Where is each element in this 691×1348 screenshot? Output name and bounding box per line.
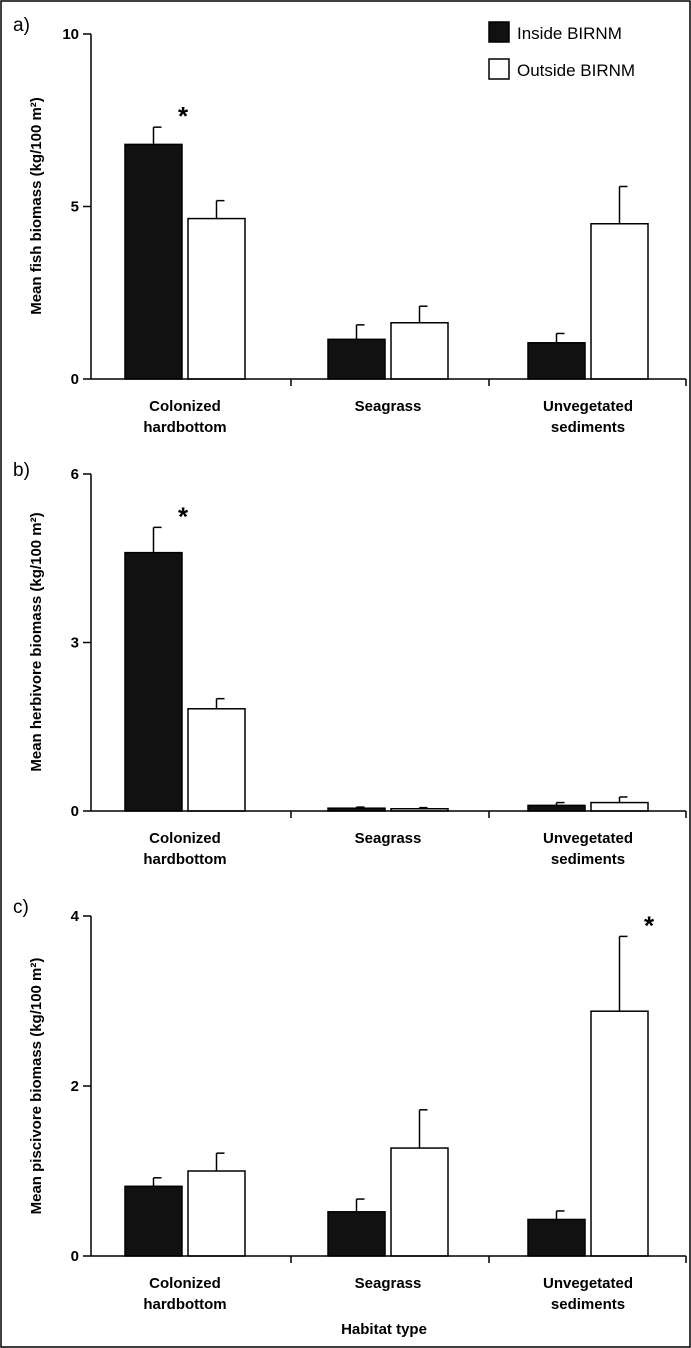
category-label: Seagrass [355,398,422,415]
bar-inside [527,1218,586,1257]
y-tick-label: 5 [71,199,79,216]
category-label: hardbottom [143,851,226,868]
significance-marker: * [178,101,189,131]
panels: a) Mean fish biomass (kg/100 m²) * 0 5 10 Colo… [13,15,687,1313]
legend-swatch-outside [488,58,510,80]
y-tick-label: 10 [62,26,79,43]
x-axis-title: Habitat type [341,1321,427,1338]
bar-outside [187,708,246,812]
category-label: Seagrass [355,830,422,847]
panel-letter: c) [13,897,29,918]
bar-inside [327,1211,386,1257]
bar-outside [187,217,246,380]
category-label: hardbottom [143,1296,226,1313]
category-label: Colonized [149,830,221,847]
y-axis-title: Mean piscivore biomass (kg/100 m²) [28,958,45,1215]
bar-outside [187,1170,246,1257]
category-label: Unvegetated [543,1275,633,1292]
category-label: Seagrass [355,1275,422,1292]
y-tick-label: 2 [71,1078,79,1095]
bar-outside [590,801,649,812]
legend: Inside BIRNM Outside BIRNM [488,21,635,80]
category-label: Unvegetated [543,398,633,415]
legend-label-inside: Inside BIRNM [517,24,622,43]
y-axis-title: Mean fish biomass (kg/100 m²) [28,97,45,315]
panel-letter: b) [13,460,30,481]
bar-inside [327,338,386,380]
bar-inside [124,551,183,812]
category-label: Colonized [149,398,221,415]
category-label: hardbottom [143,419,226,436]
y-tick-label: 4 [71,908,80,925]
legend-swatch-inside [488,21,510,43]
significance-marker: * [644,910,655,940]
bar-outside [390,1147,449,1257]
significance-marker: * [178,501,189,531]
category-label: Unvegetated [543,830,633,847]
bar-inside [527,804,586,812]
bar-outside [390,322,449,380]
bar-outside [590,223,649,380]
category-label: Colonized [149,1275,221,1292]
y-tick-label: 6 [71,466,79,483]
bar-inside [124,143,183,380]
panel-3: c) Mean piscivore biomass (kg/100 m²) * 0 2 4… [13,897,687,1313]
category-label: sediments [551,1296,625,1313]
category-label: sediments [551,851,625,868]
panel-letter: a) [13,15,30,36]
panel-2: b) Mean herbivore biomass (kg/100 m²) * 0 3 6… [13,460,687,868]
y-tick-label: 0 [71,1248,79,1265]
panel-1: a) Mean fish biomass (kg/100 m²) * 0 5 10 Colo… [13,15,687,436]
bar-inside [527,342,586,380]
y-tick-label: 0 [71,371,79,388]
legend-label-outside: Outside BIRNM [517,61,635,80]
y-axis-title: Mean herbivore biomass (kg/100 m²) [28,512,45,771]
y-tick-label: 3 [71,635,79,652]
bar-inside [124,1185,183,1257]
y-tick-label: 0 [71,803,79,820]
category-label: sediments [551,419,625,436]
bar-outside [590,1010,649,1257]
